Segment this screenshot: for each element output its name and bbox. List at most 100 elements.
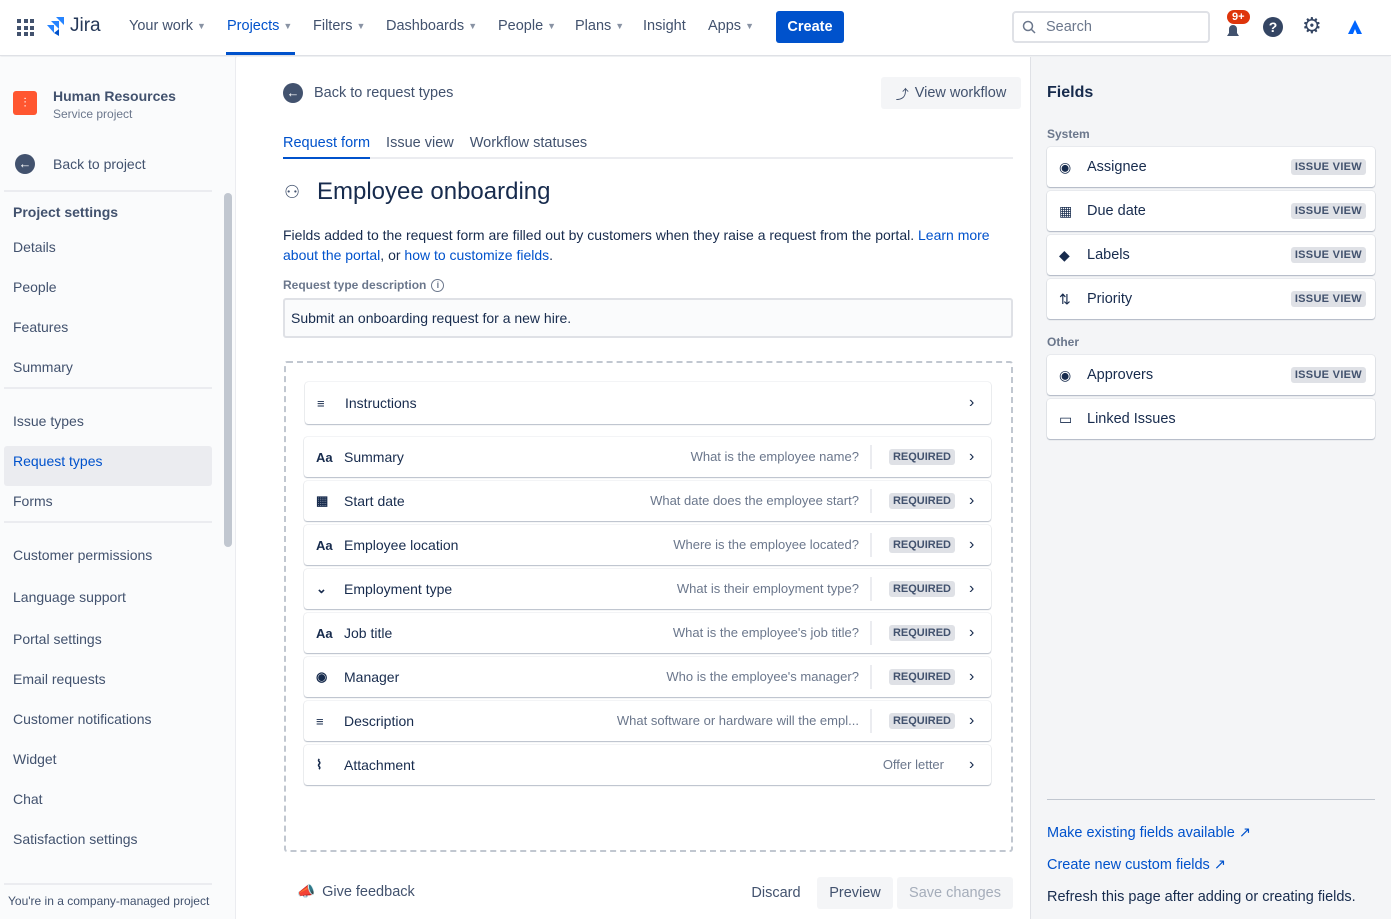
chevron-right-icon: ›: [969, 580, 975, 597]
view-workflow-button[interactable]: ⤴ View workflow: [881, 77, 1021, 109]
user-icon: ◉: [316, 669, 328, 684]
sidebar-item-features[interactable]: Features: [13, 319, 69, 335]
nav-dashboards[interactable]: Dashboards ▼: [386, 18, 477, 34]
app-switcher-icon[interactable]: [17, 19, 34, 36]
sidebar-item-language-support[interactable]: Language support: [13, 589, 126, 605]
nav-label: Dashboards: [386, 18, 465, 34]
search-input[interactable]: Search: [1012, 11, 1210, 43]
sidebar-item-email-requests[interactable]: Email requests: [13, 671, 106, 687]
request-type-description-label: Request type description: [283, 278, 427, 292]
help-icon[interactable]: ?: [1263, 17, 1283, 37]
nav-projects[interactable]: Projects ▼: [227, 18, 292, 34]
divider: [4, 387, 212, 389]
form-field-row[interactable]: ⌄ Employment type What is their employment…: [304, 569, 991, 609]
form-field-row[interactable]: ◉ Manager Who is the employee's manager? RE…: [304, 657, 991, 697]
required-badge: REQUIRED: [888, 537, 955, 553]
field-card[interactable]: ◆ Labels ISSUE VIEW: [1047, 235, 1375, 275]
sidebar-item-issue-types[interactable]: Issue types: [13, 413, 84, 429]
chevron-down-icon: ▼: [356, 21, 366, 31]
form-field-row[interactable]: Aa Summary What is the employee name? REQUI…: [304, 437, 991, 477]
sidebar-item-request-types[interactable]: Request types: [13, 453, 103, 469]
project-sidebar: ⫶ Human Resources Service project ← Back…: [0, 57, 236, 919]
bell-icon: [1227, 25, 1239, 36]
chevron-right-icon: ›: [969, 394, 975, 411]
sidebar-item-forms[interactable]: Forms: [13, 493, 53, 509]
create-button[interactable]: Create: [776, 11, 844, 43]
form-field-row[interactable]: ≡ Description What software or hardware wi…: [304, 701, 991, 741]
preview-button[interactable]: Preview: [817, 877, 893, 909]
chevron-down-icon: ▼: [196, 21, 206, 31]
tab-request-form[interactable]: Request form: [283, 135, 371, 159]
discard-button[interactable]: Discard: [751, 885, 801, 901]
chevron-right-icon: ›: [969, 668, 975, 685]
company-managed-notice: You're in a company-managed project: [8, 894, 210, 908]
issue-view-badge: ISSUE VIEW: [1290, 367, 1366, 383]
form-field-row[interactable]: ⌇ Attachment Offer letter ›: [304, 745, 991, 785]
nav-insight[interactable]: Insight: [643, 18, 686, 34]
back-to-project-link[interactable]: ← Back to project: [15, 154, 146, 174]
sidebar-item-customer-permissions[interactable]: Customer permissions: [13, 547, 153, 563]
tab-issue-view[interactable]: Issue view: [386, 135, 454, 151]
chevron-right-icon: ›: [969, 492, 975, 509]
nav-apps[interactable]: Apps ▼: [708, 18, 754, 34]
give-feedback-button[interactable]: 📣 Give feedback: [297, 883, 415, 901]
field-label: Request type description i: [283, 278, 445, 292]
divider: [4, 190, 212, 192]
nav-label: Filters: [313, 18, 353, 34]
sidebar-item-widget[interactable]: Widget: [13, 751, 57, 767]
sidebar-item-details[interactable]: Details: [13, 239, 56, 255]
field-name: Employee location: [344, 537, 459, 553]
sidebar-item-chat[interactable]: Chat: [13, 791, 43, 807]
form-field-row[interactable]: Aa Job title What is the employee's job ti…: [304, 613, 991, 653]
save-changes-button[interactable]: Save changes: [897, 877, 1013, 909]
sidebar-item-customer-notifications[interactable]: Customer notifications: [13, 711, 152, 727]
instructions-row[interactable]: ≡ Instructions ›: [305, 382, 991, 424]
settings-gear-icon[interactable]: ⚙: [1302, 13, 1322, 38]
create-new-custom-fields-link[interactable]: Create new custom fields ↗: [1047, 857, 1226, 873]
sidebar-item-summary[interactable]: Summary: [13, 359, 73, 375]
notifications-button[interactable]: 9+: [1222, 10, 1250, 42]
tab-workflow-statuses[interactable]: Workflow statuses: [469, 135, 588, 151]
paragraph-icon: ≡: [316, 713, 324, 729]
field-name: Due date: [1087, 203, 1146, 219]
selected-highlight: [4, 446, 212, 486]
sidebar-item-portal-settings[interactable]: Portal settings: [13, 631, 102, 647]
make-existing-fields-available-link[interactable]: Make existing fields available ↗: [1047, 825, 1251, 841]
text-icon: Aa: [316, 537, 333, 553]
fields-title: Fields: [1047, 84, 1094, 101]
field-card[interactable]: ◉ Assignee ISSUE VIEW: [1047, 147, 1375, 187]
nav-filters[interactable]: Filters ▼: [313, 18, 365, 34]
field-hint: Where is the employee located?: [673, 533, 872, 557]
learn-more-portal-link[interactable]: Learn more about the portal: [283, 227, 990, 263]
chevron-right-icon: ›: [969, 756, 975, 773]
field-card[interactable]: ▦ Due date ISSUE VIEW: [1047, 191, 1375, 231]
link-label: Make existing fields available: [1047, 825, 1235, 841]
sidebar-item-satisfaction-settings[interactable]: Satisfaction settings: [13, 831, 138, 847]
jira-logo[interactable]: Jira: [47, 15, 101, 37]
field-name: Employment type: [344, 581, 453, 597]
field-name: Linked Issues: [1087, 411, 1176, 427]
nav-label: Projects: [227, 18, 280, 34]
request-type-description-input[interactable]: Submit an onboarding request for a new h…: [283, 298, 1013, 338]
workflow-icon: ⤴: [895, 86, 909, 102]
sidebar-item-people[interactable]: People: [13, 279, 57, 295]
customize-fields-link[interactable]: how to customize fields: [404, 247, 550, 263]
field-card[interactable]: ▭ Linked Issues: [1047, 399, 1375, 439]
field-card[interactable]: ⇅ Priority ISSUE VIEW: [1047, 279, 1375, 319]
divider: [4, 521, 212, 523]
link-label: Create new custom fields: [1047, 857, 1210, 873]
field-name: Priority: [1087, 291, 1133, 307]
form-field-row[interactable]: ▦ Start date What date does the employee s…: [304, 481, 991, 521]
sidebar-scrollbar[interactable]: [224, 193, 232, 547]
form-field-row[interactable]: Aa Employee location Where is the employee…: [304, 525, 991, 565]
nav-plans[interactable]: Plans ▼: [575, 18, 624, 34]
back-to-request-types-link[interactable]: ← Back to request types: [283, 83, 453, 103]
atlassian-account-icon[interactable]: [1347, 19, 1363, 35]
info-icon[interactable]: i: [431, 278, 445, 292]
megaphone-icon: 📣: [297, 884, 316, 900]
field-card[interactable]: ◉ Approvers ISSUE VIEW: [1047, 355, 1375, 395]
back-arrow-icon: ←: [283, 83, 303, 103]
calendar-icon: ▦: [316, 493, 329, 508]
nav-people[interactable]: People ▼: [498, 18, 556, 34]
nav-your-work[interactable]: Your work ▼: [129, 18, 206, 34]
